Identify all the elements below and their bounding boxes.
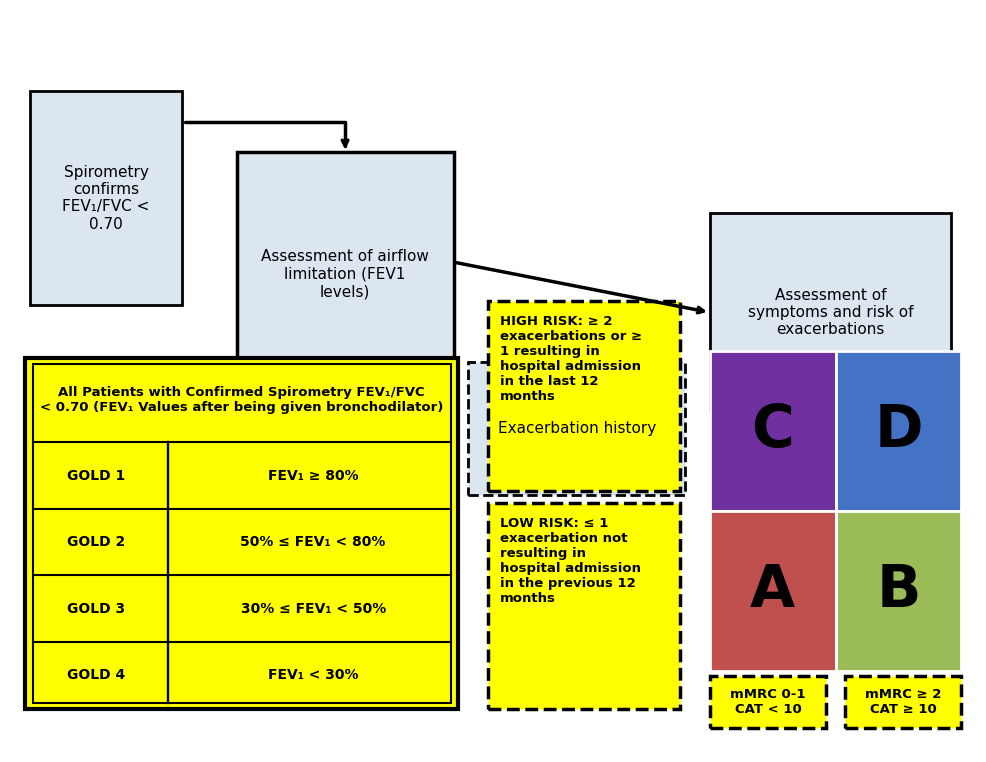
FancyBboxPatch shape [468, 362, 685, 495]
Text: D: D [875, 402, 923, 459]
Text: A: A [750, 562, 796, 619]
Text: 30% ≤ FEV₁ < 50%: 30% ≤ FEV₁ < 50% [241, 602, 386, 616]
Text: GOLD 1: GOLD 1 [67, 469, 125, 482]
Text: HIGH RISK: ≥ 2
exacerbations or ≥
1 resulting in
hospital admission
in the last : HIGH RISK: ≥ 2 exacerbations or ≥ 1 resu… [500, 315, 642, 402]
Text: mMRC ≥ 2
CAT ≥ 10: mMRC ≥ 2 CAT ≥ 10 [865, 688, 942, 716]
FancyBboxPatch shape [25, 358, 458, 709]
FancyBboxPatch shape [488, 503, 680, 709]
FancyBboxPatch shape [710, 511, 835, 671]
FancyBboxPatch shape [835, 351, 961, 511]
Text: LOW RISK: ≤ 1
exacerbation not
resulting in
hospital admission
in the previous 1: LOW RISK: ≤ 1 exacerbation not resulting… [500, 517, 641, 604]
Text: 50% ≤ FEV₁ < 80%: 50% ≤ FEV₁ < 80% [241, 535, 386, 549]
Text: Assessment of airflow
limitation (FEV1
levels): Assessment of airflow limitation (FEV1 l… [261, 249, 429, 299]
Text: mMRC 0-1
CAT < 10: mMRC 0-1 CAT < 10 [731, 688, 806, 716]
FancyBboxPatch shape [710, 213, 951, 411]
Text: GOLD 4: GOLD 4 [67, 668, 125, 682]
FancyBboxPatch shape [30, 91, 182, 305]
FancyBboxPatch shape [845, 676, 961, 728]
Text: Spirometry
confirms
FEV₁/FVC <
0.70: Spirometry confirms FEV₁/FVC < 0.70 [62, 165, 150, 232]
Text: GOLD 2: GOLD 2 [67, 535, 125, 549]
Text: C: C [751, 402, 794, 459]
FancyBboxPatch shape [488, 301, 680, 491]
Text: All Patients with Confirmed Spirometry FEV₁/FVC
< 0.70 (FEV₁ Values after being : All Patients with Confirmed Spirometry F… [39, 386, 444, 415]
Text: Exacerbation history: Exacerbation history [498, 421, 656, 436]
FancyBboxPatch shape [710, 351, 835, 511]
FancyBboxPatch shape [710, 676, 826, 728]
Text: B: B [877, 562, 921, 619]
Text: GOLD 3: GOLD 3 [67, 602, 125, 616]
Text: FEV₁ < 30%: FEV₁ < 30% [268, 668, 358, 682]
Text: FEV₁ ≥ 80%: FEV₁ ≥ 80% [268, 469, 359, 482]
FancyBboxPatch shape [835, 511, 961, 671]
FancyBboxPatch shape [237, 152, 454, 396]
Text: Assessment of
symptoms and risk of
exacerbations: Assessment of symptoms and risk of exace… [748, 287, 913, 338]
